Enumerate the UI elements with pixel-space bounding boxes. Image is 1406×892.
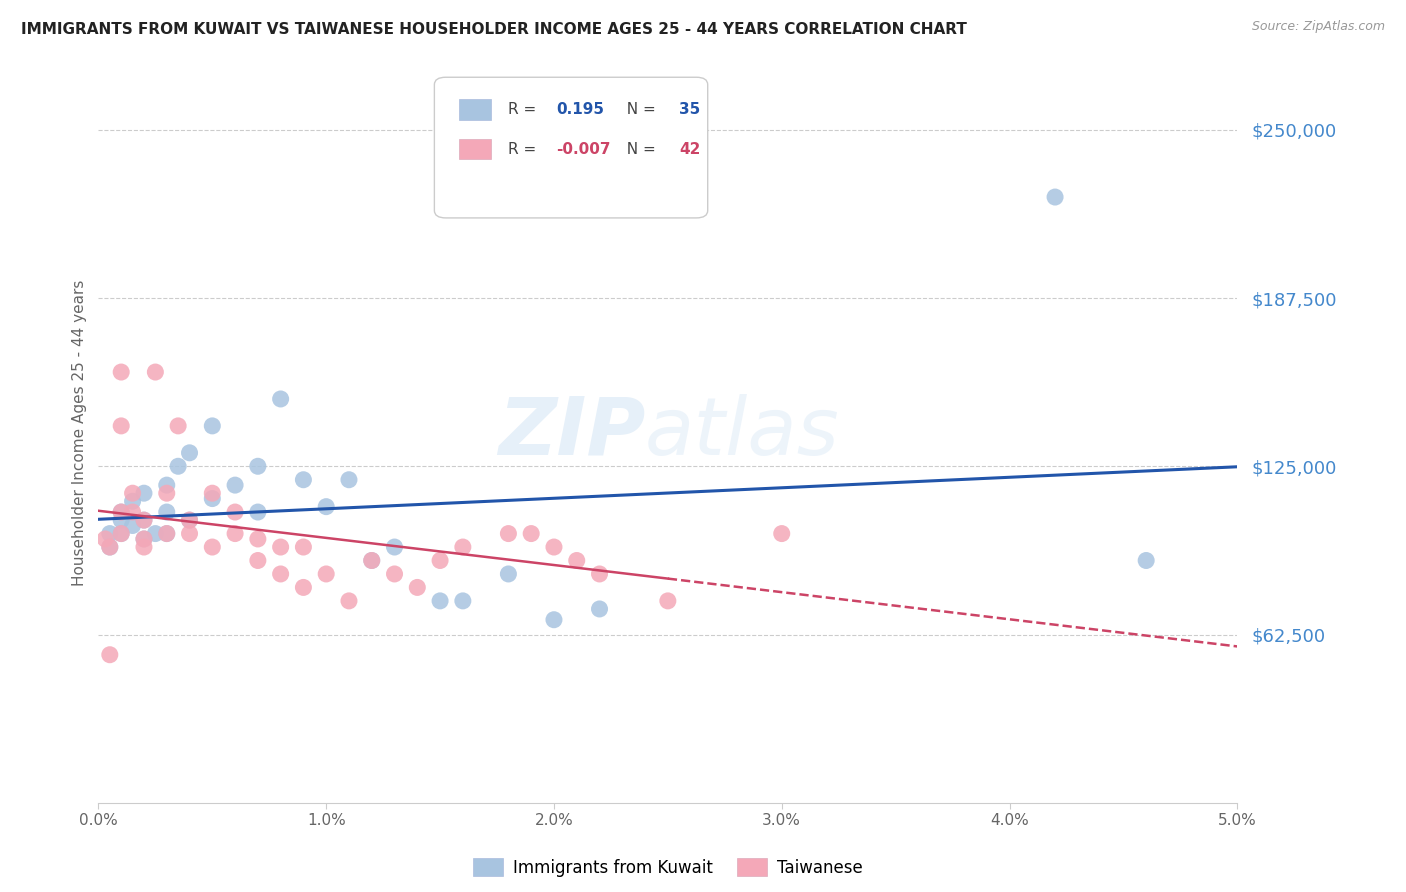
Text: 35: 35 <box>679 103 700 118</box>
Y-axis label: Householder Income Ages 25 - 44 years: Householder Income Ages 25 - 44 years <box>72 279 87 586</box>
Point <box>246 505 269 519</box>
Point <box>543 613 565 627</box>
Point <box>179 513 201 527</box>
Legend: Immigrants from Kuwait, Taiwanese: Immigrants from Kuwait, Taiwanese <box>465 852 870 883</box>
Text: atlas: atlas <box>645 393 839 472</box>
Point <box>110 513 132 527</box>
FancyBboxPatch shape <box>460 138 491 160</box>
Point <box>156 526 179 541</box>
Point <box>132 486 155 500</box>
Point <box>270 566 292 581</box>
Point <box>360 553 382 567</box>
Point <box>224 478 246 492</box>
Point <box>121 494 143 508</box>
Point <box>315 566 337 581</box>
Point <box>132 513 155 527</box>
Point <box>110 418 132 433</box>
Point <box>270 540 292 554</box>
Point <box>201 418 224 433</box>
Point <box>429 553 451 567</box>
Point <box>132 532 155 546</box>
Point <box>132 540 155 554</box>
Point <box>429 594 451 608</box>
Point <box>406 581 429 595</box>
Point <box>179 513 201 527</box>
FancyBboxPatch shape <box>460 99 491 120</box>
Point <box>110 365 132 379</box>
Point <box>384 566 406 581</box>
Point <box>451 540 474 554</box>
Text: R =: R = <box>509 142 541 157</box>
Point <box>98 648 121 662</box>
Point <box>1135 553 1157 567</box>
Text: -0.007: -0.007 <box>557 142 610 157</box>
Point <box>110 505 132 519</box>
Point <box>270 392 292 406</box>
Point <box>498 566 520 581</box>
FancyBboxPatch shape <box>434 78 707 218</box>
Text: R =: R = <box>509 103 541 118</box>
Point <box>384 540 406 554</box>
Point <box>145 365 167 379</box>
Point <box>498 526 520 541</box>
Point <box>201 540 224 554</box>
Point <box>167 459 190 474</box>
Point <box>224 505 246 519</box>
Point <box>121 486 143 500</box>
Point <box>588 602 610 616</box>
Point <box>246 532 269 546</box>
Point <box>201 486 224 500</box>
Point <box>132 532 155 546</box>
Point <box>110 526 132 541</box>
Point <box>292 540 315 554</box>
Point <box>179 446 201 460</box>
Point <box>156 505 179 519</box>
Point <box>121 518 143 533</box>
Point <box>337 594 360 608</box>
Point <box>121 505 143 519</box>
Text: Source: ZipAtlas.com: Source: ZipAtlas.com <box>1251 20 1385 33</box>
Point <box>145 526 167 541</box>
Point <box>94 532 117 546</box>
Point <box>543 540 565 554</box>
Point <box>360 553 382 567</box>
Point <box>292 581 315 595</box>
Point <box>246 553 269 567</box>
Text: N =: N = <box>617 103 661 118</box>
Point <box>1043 190 1066 204</box>
Point <box>156 478 179 492</box>
Text: ZIP: ZIP <box>498 393 645 472</box>
Point <box>337 473 360 487</box>
Point <box>98 540 121 554</box>
Point <box>315 500 337 514</box>
Point <box>246 459 269 474</box>
Point <box>588 566 610 581</box>
Text: IMMIGRANTS FROM KUWAIT VS TAIWANESE HOUSEHOLDER INCOME AGES 25 - 44 YEARS CORREL: IMMIGRANTS FROM KUWAIT VS TAIWANESE HOUS… <box>21 22 967 37</box>
Point <box>156 486 179 500</box>
Text: 0.195: 0.195 <box>557 103 605 118</box>
Point <box>451 594 474 608</box>
Point <box>520 526 543 541</box>
Point <box>657 594 679 608</box>
Point <box>167 418 190 433</box>
Point <box>770 526 793 541</box>
Point <box>98 526 121 541</box>
Point <box>110 526 132 541</box>
Point <box>156 526 179 541</box>
Point <box>224 526 246 541</box>
Text: N =: N = <box>617 142 661 157</box>
Point <box>110 505 132 519</box>
Point <box>98 540 121 554</box>
Point <box>132 513 155 527</box>
Text: 42: 42 <box>679 142 700 157</box>
Point <box>179 526 201 541</box>
Point <box>565 553 588 567</box>
Point <box>201 491 224 506</box>
Point <box>292 473 315 487</box>
